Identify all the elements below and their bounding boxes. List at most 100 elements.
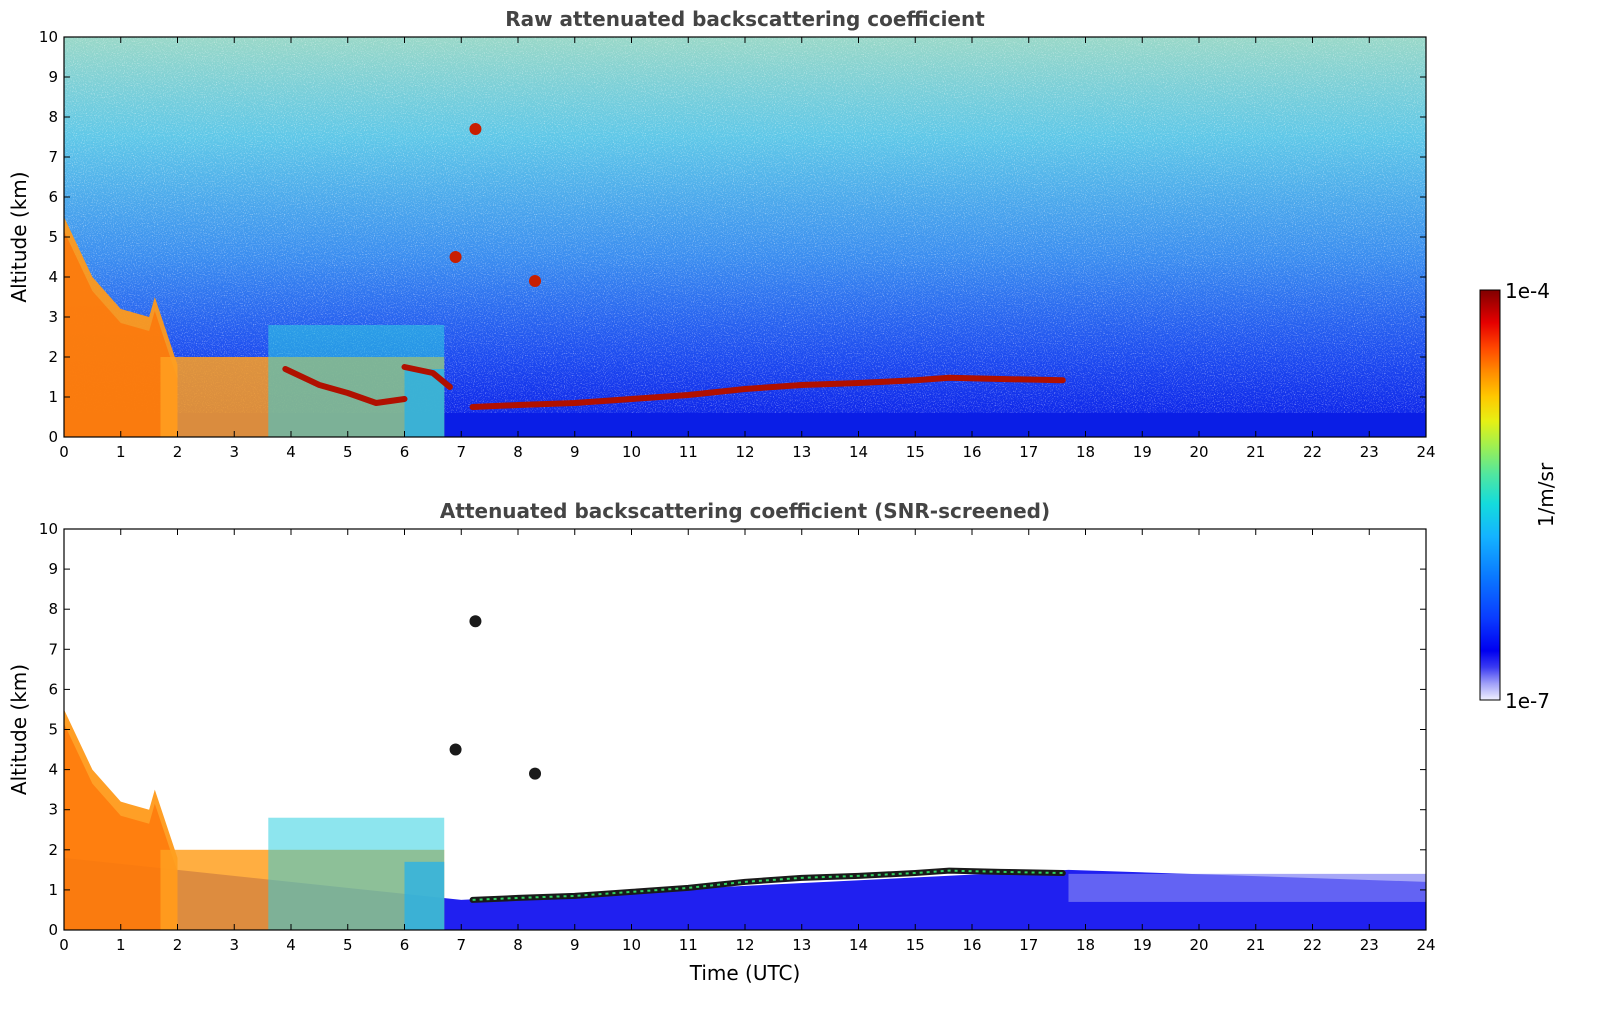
isolated-feature <box>469 123 482 135</box>
panel-screened: 0 1 2 3 4 5 6 7 8 9 10 11 12 13 14 15 16 17 18 19 20 21 22 23 24… <box>7 499 1436 985</box>
y-tick-label: 2 <box>48 841 58 859</box>
x-tick-label: 5 <box>343 936 353 954</box>
x-tick-label: 10 <box>622 936 641 954</box>
x-tick-label: 6 <box>400 443 410 461</box>
x-tick-label: 1 <box>116 936 126 954</box>
x-tick-label: 21 <box>1246 936 1265 954</box>
x-tick-label: 2 <box>173 443 183 461</box>
y-tick-label: 3 <box>48 308 58 326</box>
x-tick-label: 15 <box>906 443 925 461</box>
x-tick-label: 2 <box>173 936 183 954</box>
x-tick-label: 3 <box>229 443 239 461</box>
x-tick-label: 24 <box>1416 443 1435 461</box>
panel-raw: 0 1 2 3 4 5 6 7 8 9 10 11 12 13 14 15 16 17 18 19 20 21 22 23 24… <box>7 7 1436 461</box>
x-tick-label: 14 <box>849 936 868 954</box>
x-tick-label: 23 <box>1360 936 1379 954</box>
x-tick-label: 13 <box>792 443 811 461</box>
x-tick-label: 16 <box>962 936 981 954</box>
x-tick-label: 9 <box>570 936 580 954</box>
panel-title: Raw attenuated backscattering coefficien… <box>505 7 985 31</box>
upper-cloud-core <box>64 231 178 437</box>
isolated-feature <box>529 275 542 287</box>
panel-title: Attenuated backscattering coefficient (S… <box>440 499 1050 523</box>
x-tick-label: 1 <box>116 443 126 461</box>
lower-cloud-edge <box>404 861 445 930</box>
y-tick-label: 1 <box>48 388 58 406</box>
x-tick-label: 12 <box>735 936 754 954</box>
x-tick-label: 17 <box>1019 443 1038 461</box>
x-tick-label: 7 <box>456 936 466 954</box>
colorbar: 1e-4 1e-7 1/m/sr <box>1479 279 1558 713</box>
y-tick-label: 2 <box>48 348 58 366</box>
x-tick-label: 13 <box>792 936 811 954</box>
plot-area <box>64 529 1426 930</box>
stratocumulus-line <box>469 374 1066 410</box>
x-tick-label: 12 <box>735 443 754 461</box>
x-tick-label: 10 <box>622 443 641 461</box>
y-tick-label: 10 <box>39 28 58 46</box>
x-tick-label: 22 <box>1303 936 1322 954</box>
x-tick-label: 11 <box>679 443 698 461</box>
y-tick-label: 8 <box>48 600 58 618</box>
x-tick-label: 5 <box>343 443 353 461</box>
y-tick-label: 0 <box>48 921 58 939</box>
x-tick-label: 20 <box>1189 443 1208 461</box>
isolated-feature <box>529 767 542 780</box>
y-tick-label: 0 <box>48 428 58 446</box>
x-axis-label: Time (UTC) <box>689 961 801 985</box>
x-tick-label: 19 <box>1133 443 1152 461</box>
upper-cloud-core <box>64 723 178 930</box>
x-tick-label: 7 <box>456 443 466 461</box>
isolated-feature <box>449 743 462 756</box>
colorbar-max-label: 1e-4 <box>1505 279 1550 303</box>
x-tick-label: 6 <box>400 936 410 954</box>
x-tick-label: 8 <box>513 443 523 461</box>
x-tick-label: 0 <box>59 443 69 461</box>
y-axis-label: Altitude (km) <box>7 171 31 302</box>
x-tick-label: 17 <box>1019 936 1038 954</box>
boundary-layer-top-fringe <box>1068 873 1426 902</box>
x-tick-label: 0 <box>59 936 69 954</box>
y-tick-label: 5 <box>48 721 58 739</box>
x-tick-label: 14 <box>849 443 868 461</box>
y-tick-label: 7 <box>48 640 58 658</box>
x-tick-label: 18 <box>1076 443 1095 461</box>
x-tick-label: 3 <box>229 936 239 954</box>
isolated-feature <box>469 615 482 628</box>
x-tick-label: 21 <box>1246 443 1265 461</box>
x-tick-label: 20 <box>1189 936 1208 954</box>
x-tick-label: 16 <box>962 443 981 461</box>
y-tick-label: 6 <box>48 680 58 698</box>
cloud-line-2 <box>401 364 453 390</box>
cloud-line-1 <box>282 366 408 406</box>
plot-area <box>64 37 1426 437</box>
y-tick-label: 4 <box>48 761 58 779</box>
x-tick-label: 22 <box>1303 443 1322 461</box>
y-tick-label: 3 <box>48 801 58 819</box>
y-tick-label: 5 <box>48 228 58 246</box>
y-tick-label: 10 <box>39 520 58 538</box>
y-tick-label: 7 <box>48 148 58 166</box>
y-tick-label: 6 <box>48 188 58 206</box>
y-tick-label: 9 <box>48 560 58 578</box>
y-tick-label: 8 <box>48 108 58 126</box>
x-tick-label: 9 <box>570 443 580 461</box>
y-tick-label: 1 <box>48 881 58 899</box>
x-tick-label: 23 <box>1360 443 1379 461</box>
isolated-feature <box>449 251 462 263</box>
colorbar-min-label: 1e-7 <box>1505 689 1550 713</box>
y-axis-label: Altitude (km) <box>7 664 31 795</box>
y-tick-label: 9 <box>48 68 58 86</box>
x-tick-label: 18 <box>1076 936 1095 954</box>
colorbar-label: 1/m/sr <box>1534 462 1558 527</box>
x-tick-label: 11 <box>679 936 698 954</box>
y-tick-label: 4 <box>48 268 58 286</box>
x-tick-label: 8 <box>513 936 523 954</box>
x-tick-label: 24 <box>1416 936 1435 954</box>
x-tick-label: 4 <box>286 936 296 954</box>
colorbar-gradient <box>1479 289 1501 701</box>
x-tick-label: 15 <box>906 936 925 954</box>
x-tick-label: 4 <box>286 443 296 461</box>
stratocumulus-line-edge <box>472 869 1063 901</box>
